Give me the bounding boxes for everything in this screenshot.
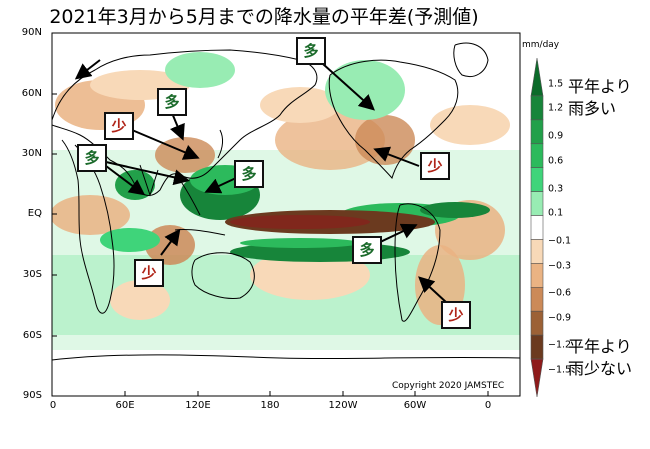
colorbar-swatch (530, 95, 544, 121)
coastlines (52, 42, 520, 361)
wet-note-line1: 平年より (568, 77, 632, 96)
dry-callout-south-atlantic: 少 (441, 301, 471, 329)
colorbar-swatch (530, 358, 544, 398)
x-tick-label: 120E (185, 400, 211, 411)
y-tick-label: 90S (22, 390, 42, 401)
colorbar-swatch (530, 57, 544, 97)
colorbar-swatch (530, 310, 544, 336)
colorbar-swatch (530, 287, 544, 312)
dry-note-line1: 平年より (568, 337, 632, 356)
colorbar-swatch (530, 263, 544, 288)
colorbar-level-label: 0.3 (548, 183, 564, 195)
colorbar-swatch (530, 215, 544, 240)
x-tick-label: 60W (403, 400, 427, 411)
colorbar-unit: mm/day (522, 40, 560, 50)
copyright-text: Copyright 2020 JAMSTEC (392, 381, 505, 391)
dry-callout-indian-ocean: 少 (134, 259, 164, 287)
wet-callout-south-asia: 多 (77, 144, 107, 172)
colorbar-level-label: −1.2 (548, 339, 572, 351)
x-tick-label: 120W (328, 400, 358, 411)
y-tick-label: EQ (27, 208, 42, 219)
x-tick-label: 0 (49, 400, 57, 411)
wet-note: 平年より 雨多い (568, 76, 632, 120)
wet-callout-north-america: 多 (296, 37, 326, 65)
colorbar-level-label: 0.1 (548, 207, 564, 219)
x-tick-label: 60E (115, 400, 135, 411)
y-tick-label: 90N (21, 27, 42, 38)
colorbar-swatch (530, 191, 544, 216)
callout-arrows (74, 59, 448, 304)
colorbar-swatch (530, 143, 544, 168)
x-tick-label: 180 (260, 400, 280, 411)
colorbar-swatch (530, 119, 544, 145)
colorbar-level-label: −1.5 (548, 364, 572, 376)
colorbar-level-label: 0.6 (548, 155, 564, 167)
colorbar-swatch (530, 167, 544, 192)
wet-note-line2: 雨多い (568, 99, 617, 118)
map-title: 2021年3月から5月までの降水量の平年差(予測値) (49, 6, 479, 28)
dry-callout-central-america: 少 (420, 152, 450, 180)
colorbar-level-label: 1.5 (548, 78, 564, 90)
axis-ticks (52, 93, 489, 396)
colorbar-level-label: −0.1 (548, 235, 572, 247)
colorbar-level-label: −0.6 (548, 287, 572, 299)
wet-callout-maritime-continent: 多 (234, 160, 264, 188)
x-tick-label: 0 (484, 400, 492, 411)
colorbar-swatch (530, 334, 544, 360)
y-tick-label: 30N (21, 148, 42, 159)
colorbar-level-label: −0.9 (548, 312, 572, 324)
dry-callout-china: 少 (104, 112, 134, 140)
y-tick-label: 30S (22, 269, 42, 280)
wet-callout-south-america: 多 (352, 236, 382, 264)
wet-callout-east-asia: 多 (157, 88, 187, 116)
dry-note: 平年より 雨少ない (568, 336, 632, 380)
colorbar (530, 57, 544, 398)
y-tick-label: 60S (22, 330, 42, 341)
colorbar-level-label: −0.3 (548, 260, 572, 272)
colorbar-level-label: 1.2 (548, 102, 564, 114)
colorbar-swatch (530, 239, 544, 264)
colorbar-level-label: 0.9 (548, 130, 564, 142)
y-tick-label: 60N (21, 88, 42, 99)
dry-note-line2: 雨少ない (568, 359, 633, 378)
